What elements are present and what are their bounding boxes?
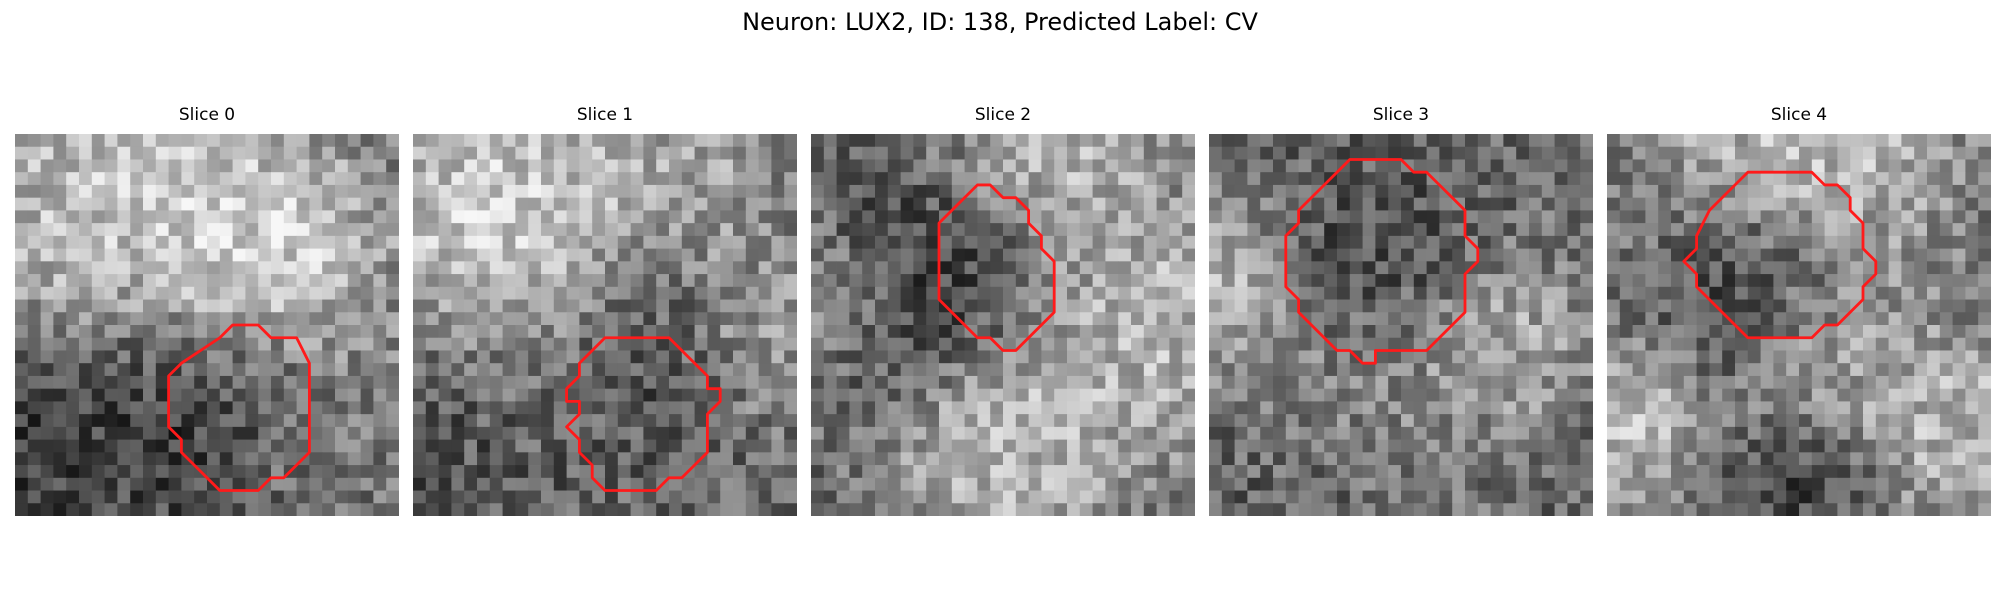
image-pixels [811,134,1195,516]
slice-panel-3: Slice 3 [1209,104,1593,516]
slice-image [1607,134,1991,516]
slice-image [1209,134,1593,516]
slice-image [413,134,797,516]
image-pixels [1209,134,1593,516]
roi-contour [1682,170,1878,340]
figure-title: Neuron: LUX2, ID: 138, Predicted Label: … [742,8,1258,36]
slice-title: Slice 0 [178,105,236,125]
slice-title: Slice 2 [974,105,1032,125]
slice-panel-2: Slice 2 [811,104,1195,516]
slice-panel-0: Slice 0 [15,104,399,516]
slice-panel-1: Slice 1 [413,104,797,516]
roi-contour [937,183,1056,352]
image-pixels [1607,134,1991,516]
slice-title: Slice 1 [576,105,634,125]
slice-title: Slice 4 [1770,105,1828,125]
roi-contour [1284,158,1480,365]
slice-image [15,134,399,516]
roi-contour [565,336,722,492]
slice-panel-4: Slice 4 [1607,104,1991,516]
slice-image [811,134,1195,516]
image-pixels [413,134,797,516]
slice-title: Slice 3 [1372,105,1430,125]
roi-contour [167,323,311,492]
image-pixels [15,134,399,516]
